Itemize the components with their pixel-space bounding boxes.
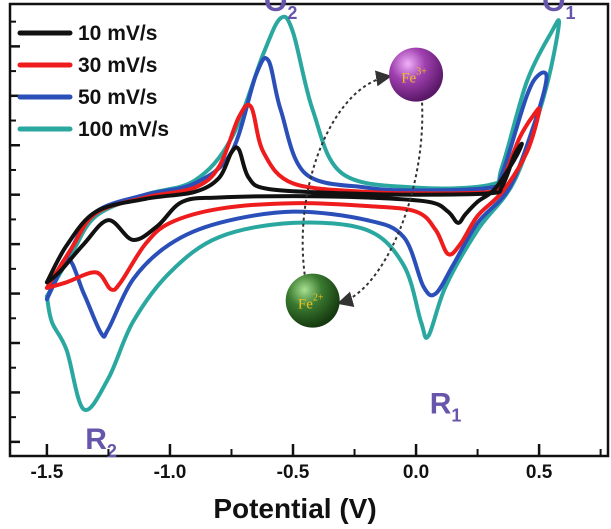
ion-label-fe3: Fe3+ <box>401 67 427 87</box>
ion-sphere-fe3 <box>389 47 444 102</box>
legend: 10 mV/s 30 mV/s 50 mV/s 100 mV/s <box>17 22 169 141</box>
axis-layer: -1.5 -1.0 -0.5 0.0 0.5 <box>10 20 602 483</box>
x-tick-label: 0.5 <box>526 462 553 483</box>
ion-sphere-fe2 <box>285 273 340 328</box>
x-tick-label: -0.5 <box>277 462 310 483</box>
x-axis-title: Potential (V) <box>213 493 376 524</box>
peak-label-layer: O2 O1 R1 R2 <box>85 0 575 461</box>
peak-label-r1: R1 <box>430 388 462 426</box>
peak-label-o1: O1 <box>542 0 575 23</box>
series-line-10-mv-s <box>44 141 524 285</box>
x-tick-label: 0.0 <box>403 462 429 483</box>
ion-label-fe2: Fe2+ <box>298 293 324 313</box>
legend-label-100-mv-s: 100 mV/s <box>78 118 169 141</box>
plot-frame <box>8 2 610 458</box>
peak-label-r2: R2 <box>85 423 117 461</box>
reduction-arrow <box>336 102 424 307</box>
x-tick-label: -1.0 <box>154 462 187 483</box>
legend-label-10-mv-s: 10 mV/s <box>78 22 157 45</box>
legend-label-50-mv-s: 50 mV/s <box>78 86 157 109</box>
x-tick-label: -1.5 <box>31 462 64 483</box>
peak-label-o2: O2 <box>264 0 297 23</box>
series-layer <box>44 14 562 413</box>
oxidation-arrow <box>301 70 393 275</box>
series-line-30-mv-s <box>44 102 542 292</box>
legend-label-30-mv-s: 30 mV/s <box>78 54 157 77</box>
ion-layer: Fe3+ Fe2+ <box>285 47 444 328</box>
